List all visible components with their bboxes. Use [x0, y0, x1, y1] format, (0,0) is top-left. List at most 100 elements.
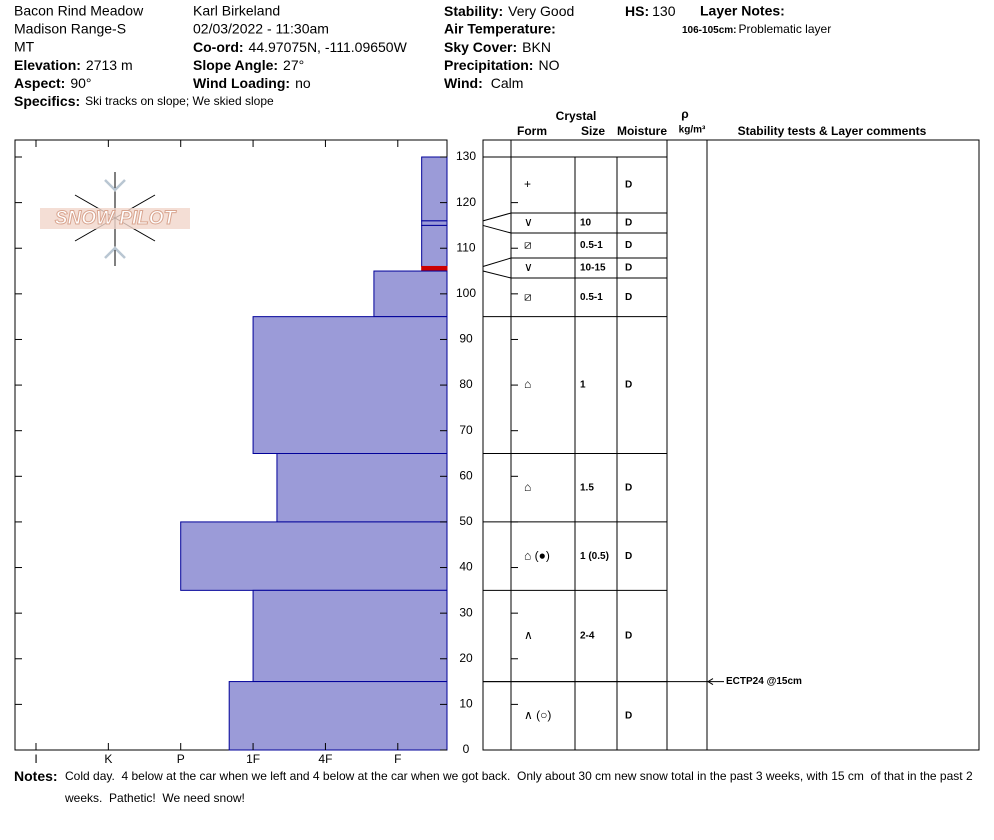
hardness-label: 4F: [318, 752, 332, 766]
depth-label: 80: [459, 377, 473, 391]
hs: HS: 130: [625, 3, 676, 19]
label: Sky Cover:: [444, 39, 517, 55]
grain-size: 1.5: [580, 482, 594, 493]
wind-loading: Wind Loading: no: [193, 75, 311, 91]
grain-size: 0.5-1: [580, 292, 603, 303]
label: HS:: [625, 3, 649, 19]
elevation: Elevation: 2713 m: [14, 57, 133, 73]
moisture: D: [625, 710, 632, 721]
value: 90°: [70, 75, 91, 91]
stability: Stability: Very Good: [444, 3, 574, 19]
grain-form: ∨: [524, 260, 533, 274]
specifics: Specifics: Ski tracks on slope; We skied …: [14, 93, 274, 109]
moisture: D: [625, 551, 632, 562]
hardness-bar: [421, 220, 448, 226]
hardness-label: K: [104, 752, 112, 766]
precipitation: Precipitation: NO: [444, 57, 560, 73]
test-label: ECTP24 @15cm: [726, 676, 802, 687]
moisture: D: [625, 180, 632, 191]
value: BKN: [522, 39, 551, 55]
hardness-bar: [276, 453, 448, 523]
depth-label: 120: [456, 195, 476, 209]
grain-form: ⧄: [524, 289, 532, 303]
hardness-label: P: [177, 752, 185, 766]
label: Co-ord:: [193, 39, 244, 55]
grain-form: ∧ (○): [524, 708, 551, 722]
col-header: Moisture: [617, 124, 667, 138]
depth-label: 40: [459, 560, 473, 574]
grain-form: ⌂ (●): [524, 548, 550, 562]
test-arrow: [707, 678, 714, 686]
hardness-label: 1F: [246, 752, 260, 766]
grain-size: 0.5-1: [580, 240, 603, 251]
value: Very Good: [508, 3, 574, 19]
col-header: Size: [581, 124, 605, 138]
label: Elevation:: [14, 57, 81, 73]
depth-label: 90: [459, 332, 473, 346]
value: Calm: [491, 75, 524, 91]
air-temperature: Air Temperature:: [444, 21, 556, 37]
value: NO: [538, 57, 559, 73]
layer-connector: [482, 212, 512, 222]
grain-form: ∧: [524, 628, 533, 642]
col-header: ρ: [681, 107, 688, 121]
notes-label: Notes:: [14, 768, 58, 784]
col-header: Crystal: [556, 109, 597, 123]
depth-label: 110: [456, 240, 475, 254]
depth-label: 60: [459, 468, 473, 482]
depth-label: 30: [459, 605, 473, 619]
hardness-bar: [252, 589, 448, 683]
hardness-label: F: [394, 752, 401, 766]
layer-note: 106-105cm: Problematic layer: [682, 22, 831, 36]
moisture: D: [625, 218, 632, 229]
layer-connector: [482, 270, 512, 279]
moisture: D: [625, 631, 632, 642]
state: MT: [14, 39, 35, 55]
depth-label: 130: [456, 149, 476, 163]
hardness-bar: [373, 270, 448, 318]
depth: 106-105cm:: [682, 25, 736, 36]
hardness-bar: [180, 521, 448, 591]
grain-size: 1 (0.5): [580, 551, 609, 562]
value: 44.97075N, -111.09650W: [249, 39, 408, 55]
moisture: D: [625, 292, 632, 303]
depth-label: 20: [459, 651, 473, 665]
grain-form: ∨: [524, 215, 533, 229]
notes-text: Cold day. 4 below at the car when we lef…: [65, 769, 976, 805]
hardness-label: I: [34, 752, 37, 766]
label: Aspect:: [14, 75, 65, 91]
location: Bacon Rind Meadow: [14, 3, 144, 19]
label: Wind Loading:: [193, 75, 290, 91]
label: Wind:: [444, 75, 483, 91]
grain-form: ⌂: [524, 480, 531, 494]
depth-label: 10: [459, 697, 473, 711]
coord: Co-ord: 44.97075N, -111.09650W: [193, 39, 408, 55]
moisture: D: [625, 263, 632, 274]
grain-form: ⧄: [524, 238, 532, 252]
col-header: Form: [517, 124, 547, 138]
col-header: kg/m³: [679, 125, 706, 136]
depth-label: 100: [456, 286, 476, 300]
hardness-bar: [228, 681, 448, 751]
moisture: D: [625, 380, 632, 391]
logo-band: [40, 208, 190, 229]
value: 27°: [283, 57, 304, 73]
sky-cover: Sky Cover: BKN: [444, 39, 551, 55]
grain-size: 1: [580, 380, 586, 391]
hardness-bar: [421, 224, 448, 267]
value: no: [295, 75, 311, 91]
hardness-bar: [421, 156, 448, 222]
observer: Karl Birkeland: [193, 3, 280, 19]
value: Ski tracks on slope; We skied slope: [85, 94, 274, 108]
label: Stability:: [444, 3, 503, 19]
grain-size: 2-4: [580, 631, 595, 642]
value: 2713 m: [86, 57, 133, 73]
depth-label: 70: [459, 423, 473, 437]
slope-angle: Slope Angle: 27°: [193, 57, 304, 73]
label: Precipitation:: [444, 57, 533, 73]
value: 130: [652, 3, 676, 19]
moisture: D: [625, 240, 632, 251]
datetime: 02/03/2022 - 11:30am: [193, 21, 329, 37]
wind: Wind: Calm: [444, 75, 523, 91]
